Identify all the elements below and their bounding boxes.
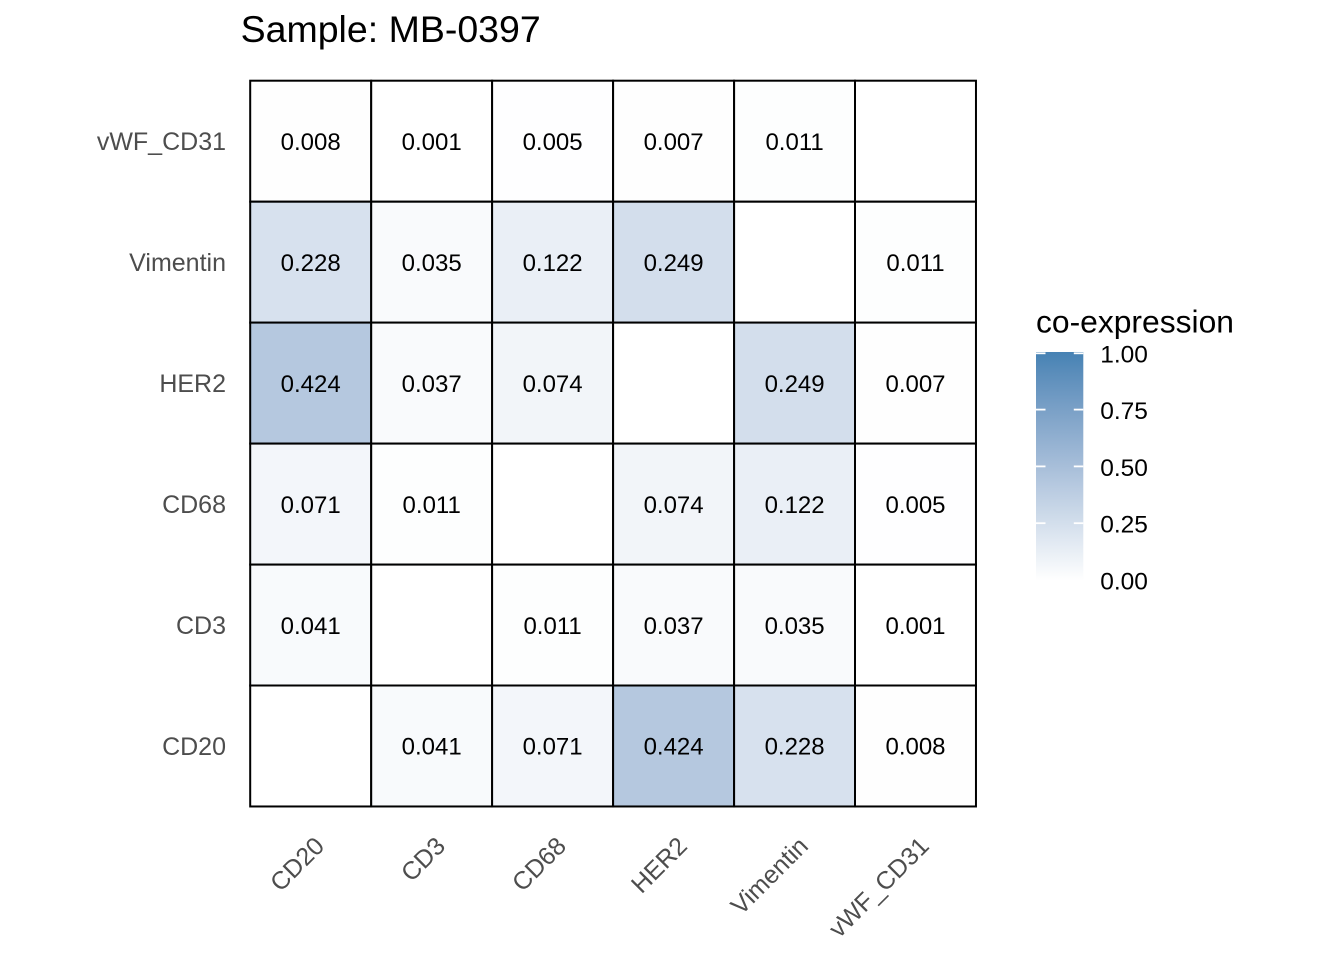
svg-text:0.424: 0.424	[281, 371, 341, 398]
svg-text:0.001: 0.001	[885, 613, 945, 640]
svg-text:0.50: 0.50	[1100, 455, 1148, 482]
svg-text:0.035: 0.035	[765, 613, 825, 640]
svg-text:vWF_CD31: vWF_CD31	[97, 128, 226, 156]
svg-text:0.007: 0.007	[644, 129, 704, 156]
svg-text:0.074: 0.074	[523, 371, 583, 398]
svg-text:0.00: 0.00	[1100, 569, 1148, 596]
svg-text:0.424: 0.424	[644, 734, 704, 761]
svg-text:0.008: 0.008	[885, 734, 945, 761]
svg-text:0.041: 0.041	[402, 734, 462, 761]
svg-text:0.037: 0.037	[644, 613, 704, 640]
svg-text:1.00: 1.00	[1100, 341, 1148, 368]
svg-text:0.035: 0.035	[402, 250, 462, 277]
svg-text:0.041: 0.041	[281, 613, 341, 640]
svg-text:0.071: 0.071	[523, 734, 583, 761]
svg-text:0.001: 0.001	[402, 129, 462, 156]
svg-text:0.249: 0.249	[644, 250, 704, 277]
svg-text:0.249: 0.249	[765, 371, 825, 398]
svg-text:CD20: CD20	[162, 733, 226, 761]
svg-text:0.228: 0.228	[281, 250, 341, 277]
svg-text:0.75: 0.75	[1100, 398, 1148, 425]
svg-text:CD68: CD68	[162, 491, 226, 519]
svg-text:0.228: 0.228	[765, 734, 825, 761]
svg-text:0.008: 0.008	[281, 129, 341, 156]
svg-text:0.25: 0.25	[1100, 512, 1148, 539]
svg-text:0.122: 0.122	[523, 250, 583, 277]
svg-text:0.071: 0.071	[281, 492, 341, 519]
svg-text:0.005: 0.005	[523, 129, 583, 156]
svg-text:0.074: 0.074	[644, 492, 704, 519]
svg-text:co-expression: co-expression	[1036, 303, 1234, 339]
svg-text:CD3: CD3	[176, 612, 226, 640]
svg-text:0.011: 0.011	[523, 613, 581, 640]
svg-text:Vimentin: Vimentin	[129, 249, 226, 277]
svg-text:0.011: 0.011	[403, 492, 461, 519]
svg-text:0.011: 0.011	[886, 250, 944, 277]
svg-text:0.005: 0.005	[885, 492, 945, 519]
svg-text:HER2: HER2	[159, 370, 226, 398]
svg-text:0.011: 0.011	[765, 129, 823, 156]
svg-text:0.122: 0.122	[765, 492, 825, 519]
svg-text:0.007: 0.007	[885, 371, 945, 398]
svg-text:Sample: MB-0397: Sample: MB-0397	[241, 8, 541, 50]
svg-text:0.037: 0.037	[402, 371, 462, 398]
